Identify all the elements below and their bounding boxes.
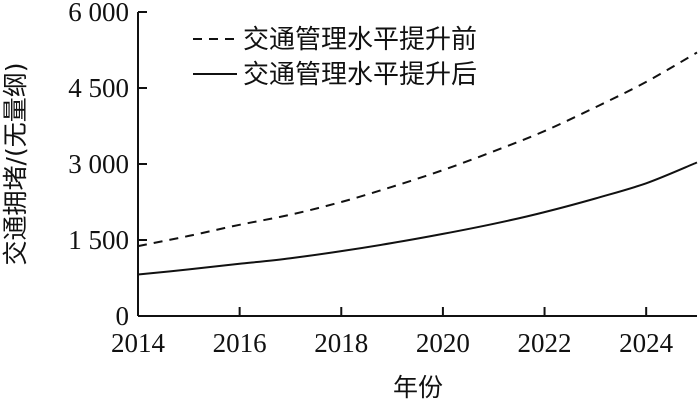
x-axis-title: 年份 (393, 373, 443, 402)
series-line-before (137, 51, 698, 248)
x-tick-label: 2024 (619, 328, 674, 358)
y-tick-label: 4 500 (68, 73, 129, 103)
series-lines (137, 51, 698, 276)
legend-label: 交通管理水平提升前 (243, 25, 477, 55)
y-tick-label: 0 (116, 301, 130, 331)
y-tick-label: 3 000 (68, 149, 129, 179)
x-tick-label: 2018 (314, 328, 368, 358)
x-tick-label: 2022 (518, 328, 572, 358)
x-ticks: 2014 2016 2018 2020 2022 2024 (111, 307, 674, 358)
x-tick-label: 2014 (111, 328, 166, 358)
legend-label: 交通管理水平提升后 (243, 60, 477, 90)
y-axis-title: 交通拥堵/(无量纲) (1, 63, 30, 266)
x-tick-label: 2020 (416, 328, 470, 358)
y-tick-label: 1 500 (68, 225, 129, 255)
series-line-after (137, 161, 698, 276)
y-ticks: 0 1 500 3 000 4 500 6 000 (68, 0, 147, 331)
x-tick-label: 2016 (213, 328, 267, 358)
y-tick-label: 6 000 (68, 0, 129, 27)
